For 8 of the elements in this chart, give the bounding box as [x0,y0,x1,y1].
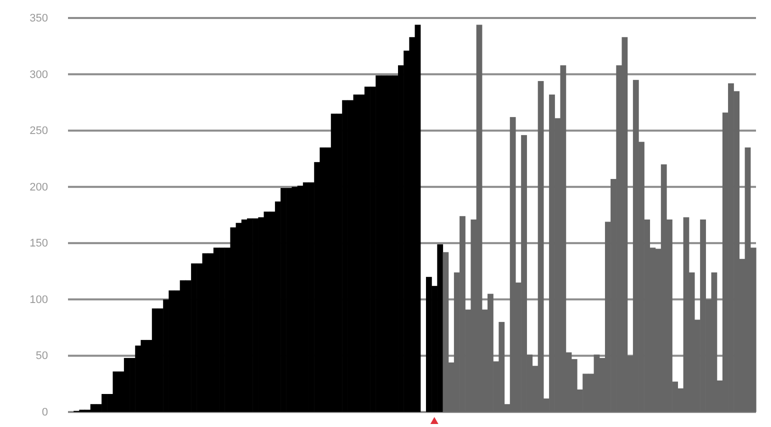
y-tick-label: 300 [30,68,48,81]
y-tick-label: 150 [30,238,48,250]
y-tick-label: 200 [30,181,48,194]
y-tick-label: 50 [36,350,48,362]
y-tick-label: 0 [42,406,48,419]
y-tick-label: 350 [30,12,48,25]
y-tick-label: 100 [30,294,48,306]
y-tick-label: 250 [30,125,48,138]
